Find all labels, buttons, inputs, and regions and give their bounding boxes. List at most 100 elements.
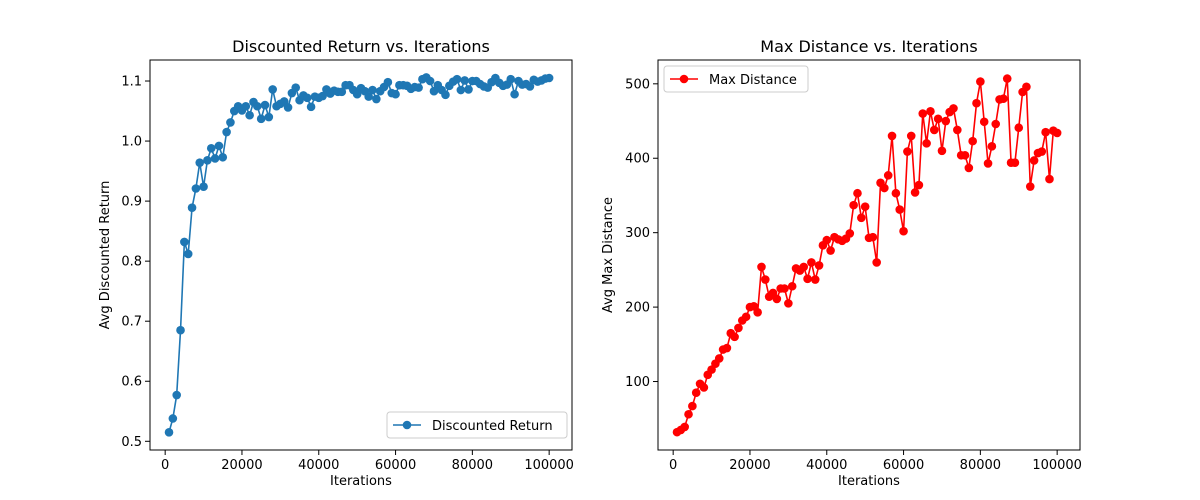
data-point bbox=[226, 118, 235, 127]
y-tick-label: 0.9 bbox=[121, 195, 142, 210]
data-point bbox=[337, 87, 347, 97]
data-point bbox=[906, 131, 916, 141]
data-point bbox=[699, 383, 709, 392]
data-point bbox=[761, 275, 770, 284]
data-point bbox=[441, 90, 450, 100]
data-point bbox=[803, 274, 812, 284]
data-point bbox=[688, 401, 697, 411]
data-point bbox=[922, 139, 931, 148]
data-point bbox=[1022, 82, 1031, 92]
data-point bbox=[807, 258, 816, 267]
data-point bbox=[891, 188, 901, 198]
data-point bbox=[1029, 156, 1039, 165]
chart-discounted-return: Discounted Return vs. Iterations Iterati… bbox=[98, 37, 574, 489]
y-tick-label: 0.6 bbox=[121, 375, 142, 390]
data-point bbox=[972, 98, 981, 108]
y-tick-label: 0.8 bbox=[121, 255, 142, 270]
data-point bbox=[176, 325, 185, 335]
legend-label: Discounted Return bbox=[432, 419, 553, 434]
data-point bbox=[787, 281, 797, 291]
axes: 0 20000 40000 60000 80000 100000 0.5 0.6 0.7 0.8 0… bbox=[121, 75, 574, 473]
data-point bbox=[1052, 128, 1062, 138]
data-point bbox=[814, 261, 824, 270]
data-point bbox=[256, 114, 266, 124]
data-point bbox=[414, 83, 423, 92]
data-point bbox=[368, 85, 377, 95]
data-point bbox=[464, 85, 473, 94]
data-point bbox=[929, 125, 939, 135]
data-point bbox=[291, 83, 301, 92]
data-point bbox=[734, 323, 743, 333]
data-point bbox=[895, 205, 905, 214]
x-tick-label: 0 bbox=[161, 458, 169, 473]
data-point bbox=[914, 180, 924, 190]
data-point bbox=[206, 143, 216, 153]
data-point bbox=[883, 171, 893, 180]
y-axis-label: Avg Max Distance bbox=[601, 197, 616, 313]
data-point bbox=[214, 141, 224, 151]
data-point bbox=[302, 93, 312, 103]
x-tick-label: 60000 bbox=[883, 458, 924, 473]
plot-area bbox=[658, 60, 1080, 450]
y-tick-label: 1.1 bbox=[121, 75, 142, 90]
data-point bbox=[364, 92, 373, 101]
data-point bbox=[872, 258, 881, 267]
data-point bbox=[968, 136, 977, 146]
data-point bbox=[887, 131, 897, 141]
data-point bbox=[1010, 158, 1020, 168]
data-point bbox=[680, 422, 689, 432]
data-point bbox=[268, 85, 277, 94]
data-point bbox=[506, 74, 516, 84]
data-point bbox=[691, 388, 701, 397]
data-point bbox=[525, 82, 535, 91]
chart-max-distance: Max Distance vs. Iterations Iterations A… bbox=[601, 37, 1082, 489]
data-point bbox=[868, 232, 878, 242]
data-point bbox=[164, 427, 174, 437]
data-point bbox=[714, 354, 724, 363]
y-tick-label: 400 bbox=[625, 152, 650, 167]
data-point bbox=[195, 158, 205, 167]
data-point bbox=[241, 101, 251, 111]
data-point bbox=[849, 200, 858, 210]
data-point bbox=[987, 142, 997, 151]
x-tick-label: 40000 bbox=[806, 458, 847, 473]
data-point bbox=[372, 94, 381, 104]
data-point bbox=[510, 89, 519, 99]
data-point bbox=[772, 294, 782, 304]
data-point bbox=[425, 76, 435, 86]
data-point bbox=[222, 127, 231, 137]
data-point bbox=[757, 262, 766, 272]
data-point bbox=[187, 203, 197, 213]
y-tick-label: 500 bbox=[625, 77, 650, 92]
data-point bbox=[903, 147, 912, 156]
data-point bbox=[391, 89, 400, 99]
legend: Discounted Return bbox=[386, 411, 568, 439]
data-point bbox=[1045, 174, 1054, 184]
data-point bbox=[826, 246, 835, 255]
data-point bbox=[1002, 74, 1012, 83]
legend-marker bbox=[679, 74, 689, 84]
data-point bbox=[264, 112, 274, 122]
data-point bbox=[953, 125, 962, 135]
y-axis-label: Avg Discounted Return bbox=[98, 181, 113, 330]
data-point bbox=[899, 226, 908, 236]
legend-box bbox=[663, 65, 809, 93]
legend-label: Max Distance bbox=[709, 73, 797, 88]
data-series bbox=[164, 73, 554, 437]
legend-box bbox=[386, 411, 568, 439]
data-point bbox=[199, 182, 208, 191]
data-point bbox=[991, 119, 1001, 129]
data-point bbox=[730, 332, 739, 342]
data-point bbox=[949, 104, 958, 113]
data-point bbox=[960, 150, 970, 160]
data-point bbox=[1014, 123, 1024, 133]
data-point bbox=[452, 74, 462, 84]
data-point bbox=[1041, 127, 1050, 137]
data-point bbox=[210, 154, 220, 163]
data-point bbox=[753, 308, 762, 317]
data-point bbox=[860, 202, 870, 211]
x-tick-label: 20000 bbox=[221, 458, 262, 473]
y-tick-label: 300 bbox=[625, 226, 650, 241]
x-tick-label: 80000 bbox=[452, 458, 493, 473]
